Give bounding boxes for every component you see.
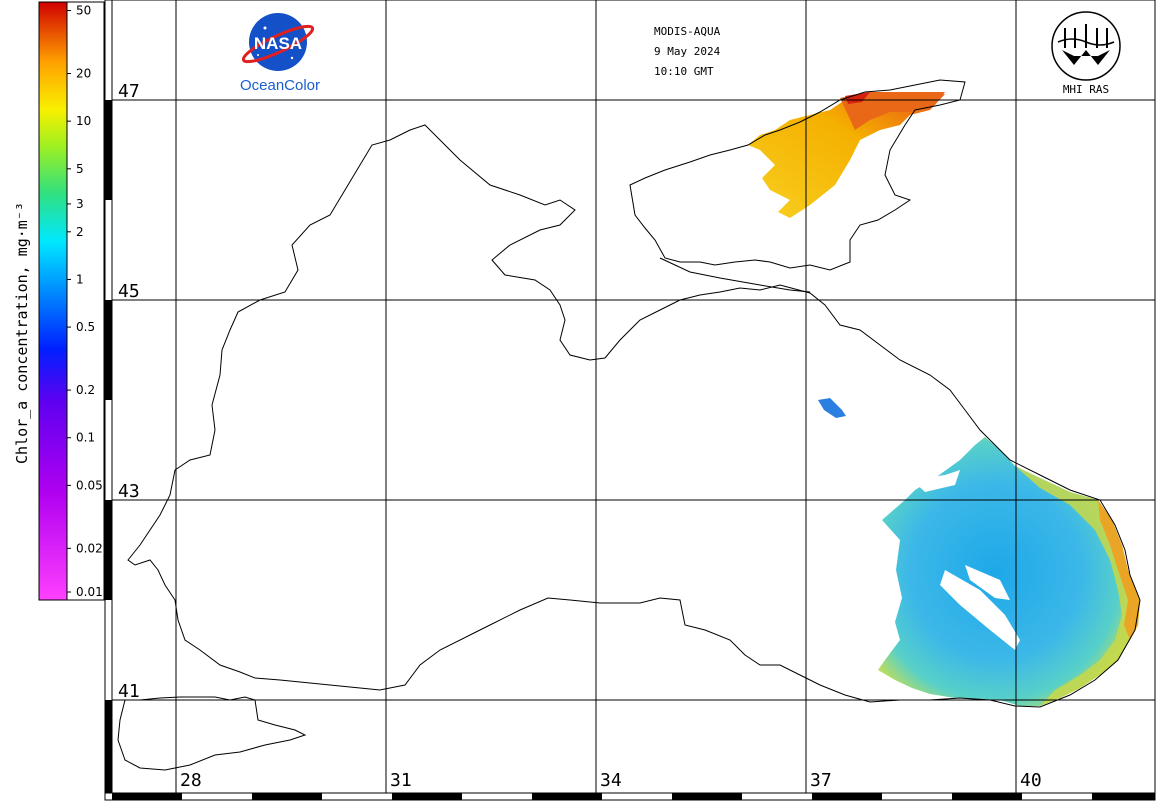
institute-label: MHI RAS	[1063, 83, 1109, 96]
colorbar-title: Chlor_a concentration, mg·m⁻³	[13, 202, 31, 464]
azov-bloom-region	[748, 94, 945, 218]
mhi-ras-logo: MHI RAS	[1051, 11, 1121, 96]
image-time: 10:10 GMT	[654, 65, 714, 78]
lon-label: 34	[600, 770, 622, 791]
header: MODIS-AQUA 9 May 2024 10:10 GMT	[654, 25, 721, 78]
colorbar: 50 20 10 5 3 2 1 0.5 0.2 0.1 0.05 0.02 0.01 Chlor_a …	[13, 1, 105, 601]
colorbar-tick-panel	[66, 1, 105, 601]
svg-text:NASA: NASA	[254, 34, 302, 53]
colorbar-tick-label: 5	[76, 162, 84, 176]
lon-label: 31	[390, 770, 412, 791]
colorbar-tick-label: 0.02	[76, 541, 103, 555]
colorbar-tick-label: 1	[76, 272, 84, 286]
offshore-patch	[818, 398, 846, 418]
lat-label: 45	[118, 281, 140, 302]
graticule	[112, 0, 1155, 793]
coastline	[117, 79, 1141, 771]
oceancolor-label: OceanColor	[240, 77, 320, 94]
colorbar-tick-label: 0.5	[76, 320, 95, 334]
nasa-logo: NASA OceanColor	[240, 13, 320, 94]
colorbar-gradient	[38, 1, 68, 601]
colorbar-tick-label: 0.05	[76, 478, 103, 492]
lat-label: 47	[118, 81, 140, 102]
image-date: 9 May 2024	[654, 45, 721, 58]
colorbar-tick-label: 0.01	[76, 585, 103, 599]
colorbar-tick-label: 20	[76, 67, 91, 81]
colorbar-tick-label: 0.2	[76, 383, 95, 397]
lat-label: 41	[118, 681, 140, 702]
chlorophyll-data	[748, 92, 1140, 706]
sensor-name: MODIS-AQUA	[654, 25, 721, 38]
colorbar-tick-label: 2	[76, 225, 84, 239]
lon-label: 28	[180, 770, 202, 791]
colorbar-ticks: 50 20 10 5 3 2 1 0.5 0.2 0.1 0.05 0.02 0.01	[67, 4, 103, 599]
colorbar-tick-label: 3	[76, 197, 84, 211]
lon-label: 40	[1020, 770, 1042, 791]
latitude-labels: 47 45 43 41	[118, 81, 140, 702]
longitude-labels: 28 31 34 37 40	[180, 770, 1042, 791]
lat-label: 43	[118, 481, 140, 502]
colorbar-tick-label: 0.1	[76, 431, 95, 445]
colorbar-tick-label: 50	[76, 4, 91, 18]
lon-label: 37	[810, 770, 832, 791]
colorbar-tick-label: 10	[76, 114, 91, 128]
